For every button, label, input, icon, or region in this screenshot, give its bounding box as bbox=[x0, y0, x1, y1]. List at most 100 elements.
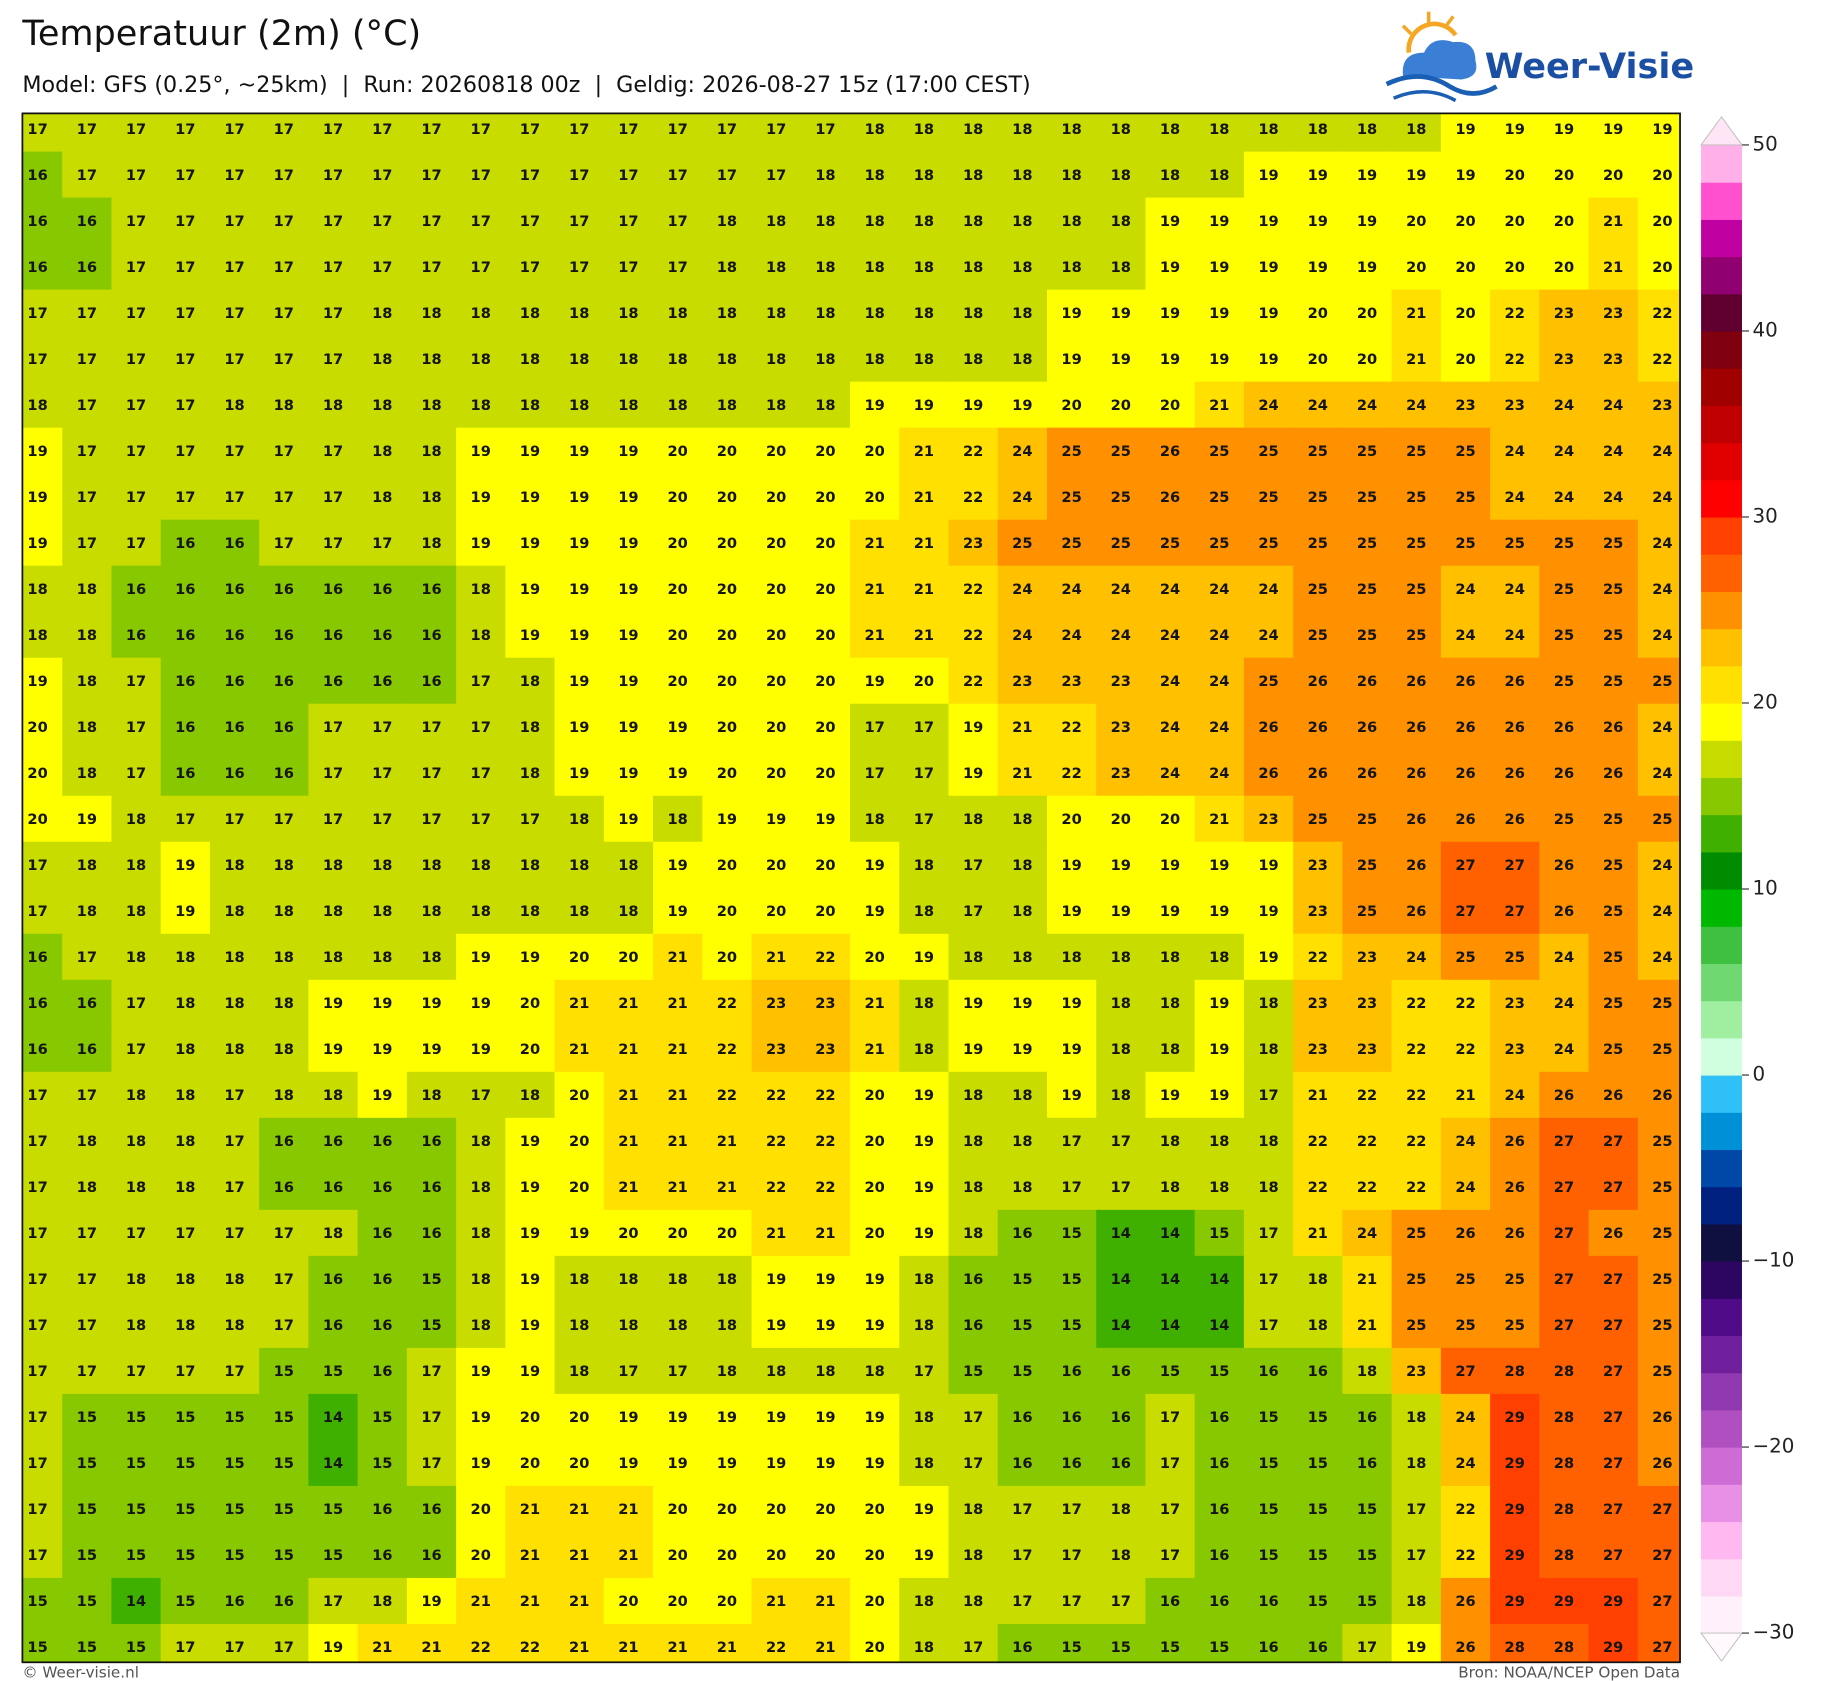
temperature-cell bbox=[1145, 749, 1196, 797]
temperature-label: 20 bbox=[1603, 167, 1623, 184]
temperature-cell bbox=[1342, 427, 1393, 475]
temperature-cell bbox=[948, 381, 999, 429]
temperature-label: 16 bbox=[1061, 1455, 1081, 1472]
temperature-cell bbox=[1243, 565, 1294, 613]
temperature-cell bbox=[800, 381, 851, 429]
temperature-label: 27 bbox=[1603, 1501, 1623, 1518]
temperature-label: 19 bbox=[668, 903, 688, 920]
temperature-cell bbox=[111, 1117, 162, 1165]
temperature-label: 19 bbox=[1012, 1041, 1032, 1058]
temperature-cell bbox=[800, 795, 851, 843]
temperature-label: 20 bbox=[1455, 351, 1475, 368]
temperature-cell bbox=[1194, 289, 1245, 337]
temperature-label: 19 bbox=[372, 1041, 392, 1058]
temperature-cell bbox=[357, 427, 408, 475]
temperature-cell bbox=[1342, 1393, 1393, 1441]
temperature-label: 19 bbox=[471, 443, 491, 460]
temperature-label: 18 bbox=[569, 1271, 589, 1288]
temperature-label: 20 bbox=[717, 1547, 737, 1564]
temperature-cell bbox=[800, 1163, 851, 1211]
temperature-cell bbox=[357, 887, 408, 935]
temperature-label: 18 bbox=[569, 1363, 589, 1380]
temperature-label: 20 bbox=[1505, 213, 1525, 230]
temperature-cell bbox=[308, 1117, 359, 1165]
temperature-cell bbox=[899, 749, 950, 797]
temperature-cell bbox=[1194, 335, 1245, 383]
temperature-label: 19 bbox=[618, 581, 638, 598]
temperature-label: 18 bbox=[77, 673, 97, 690]
temperature-cell bbox=[505, 1025, 556, 1073]
temperature-cell bbox=[160, 335, 211, 383]
temperature-cell bbox=[1145, 427, 1196, 475]
temperature-cell bbox=[702, 657, 753, 705]
temperature-label: 21 bbox=[372, 1639, 392, 1656]
temperature-cell bbox=[1391, 933, 1442, 981]
temperature-label: 19 bbox=[1209, 305, 1229, 322]
temperature-label: 19 bbox=[618, 627, 638, 644]
temperature-cell bbox=[702, 381, 753, 429]
temperature-cell bbox=[1194, 565, 1245, 613]
temperature-cell bbox=[1637, 289, 1681, 337]
colorbar-segment bbox=[1701, 144, 1742, 183]
temperature-label: 19 bbox=[815, 1317, 835, 1334]
temperature-label: 24 bbox=[1209, 627, 1229, 644]
temperature-cell bbox=[1391, 151, 1442, 199]
temperature-label: 18 bbox=[864, 259, 884, 276]
temperature-label: 16 bbox=[1012, 1225, 1032, 1242]
temperature-cell bbox=[1588, 1163, 1639, 1211]
temperature-label: 17 bbox=[77, 397, 97, 414]
temperature-label: 17 bbox=[175, 1225, 195, 1242]
temperature-cell bbox=[1194, 749, 1245, 797]
temperature-label: 19 bbox=[1258, 167, 1278, 184]
temperature-cell bbox=[357, 335, 408, 383]
temperature-label: 19 bbox=[1160, 259, 1180, 276]
temperature-cell bbox=[1342, 289, 1393, 337]
temperature-cell bbox=[22, 657, 63, 705]
temperature-label: 19 bbox=[1160, 351, 1180, 368]
temperature-label: 15 bbox=[77, 1501, 97, 1518]
temperature-label: 24 bbox=[1505, 489, 1525, 506]
temperature-label: 17 bbox=[224, 213, 244, 230]
temperature-label: 19 bbox=[421, 1593, 441, 1610]
temperature-label: 17 bbox=[914, 719, 934, 736]
temperature-cell bbox=[1342, 565, 1393, 613]
temperature-cell bbox=[1046, 795, 1097, 843]
temperature-label: 18 bbox=[471, 305, 491, 322]
temperature-cell bbox=[111, 933, 162, 981]
temperature-cell bbox=[1539, 289, 1590, 337]
temperature-cell bbox=[62, 795, 113, 843]
temperature-cell bbox=[1490, 289, 1541, 337]
temperature-cell bbox=[406, 1347, 457, 1395]
temperature-label: 18 bbox=[914, 1271, 934, 1288]
temperature-cell bbox=[357, 565, 408, 613]
temperature-label: 16 bbox=[27, 949, 47, 966]
temperature-label: 27 bbox=[1652, 1639, 1672, 1656]
temperature-label: 25 bbox=[1357, 443, 1377, 460]
temperature-label: 18 bbox=[372, 489, 392, 506]
temperature-label: 15 bbox=[963, 1363, 983, 1380]
temperature-label: 19 bbox=[569, 489, 589, 506]
temperature-cell bbox=[603, 795, 654, 843]
temperature-cell bbox=[22, 703, 63, 751]
temperature-cell bbox=[899, 289, 950, 337]
temperature-label: 16 bbox=[1357, 1455, 1377, 1472]
temperature-label: 25 bbox=[1308, 627, 1328, 644]
temperature-label: 17 bbox=[471, 811, 491, 828]
temperature-label: 27 bbox=[1603, 1455, 1623, 1472]
temperature-label: 23 bbox=[1111, 719, 1131, 736]
temperature-label: 15 bbox=[126, 1409, 146, 1426]
temperature-cell bbox=[899, 565, 950, 613]
temperature-label: 23 bbox=[766, 995, 786, 1012]
temperature-cell bbox=[22, 887, 63, 935]
temperature-label: 15 bbox=[126, 1547, 146, 1564]
temperature-label: 19 bbox=[1258, 351, 1278, 368]
temperature-cell bbox=[209, 197, 260, 245]
temperature-cell bbox=[1243, 197, 1294, 245]
temperature-cell bbox=[702, 289, 753, 337]
temperature-cell bbox=[308, 657, 359, 705]
temperature-label: 18 bbox=[323, 397, 343, 414]
temperature-label: 22 bbox=[1308, 949, 1328, 966]
temperature-cell bbox=[1391, 427, 1442, 475]
temperature-cell bbox=[1588, 565, 1639, 613]
temperature-label: 14 bbox=[323, 1455, 343, 1472]
